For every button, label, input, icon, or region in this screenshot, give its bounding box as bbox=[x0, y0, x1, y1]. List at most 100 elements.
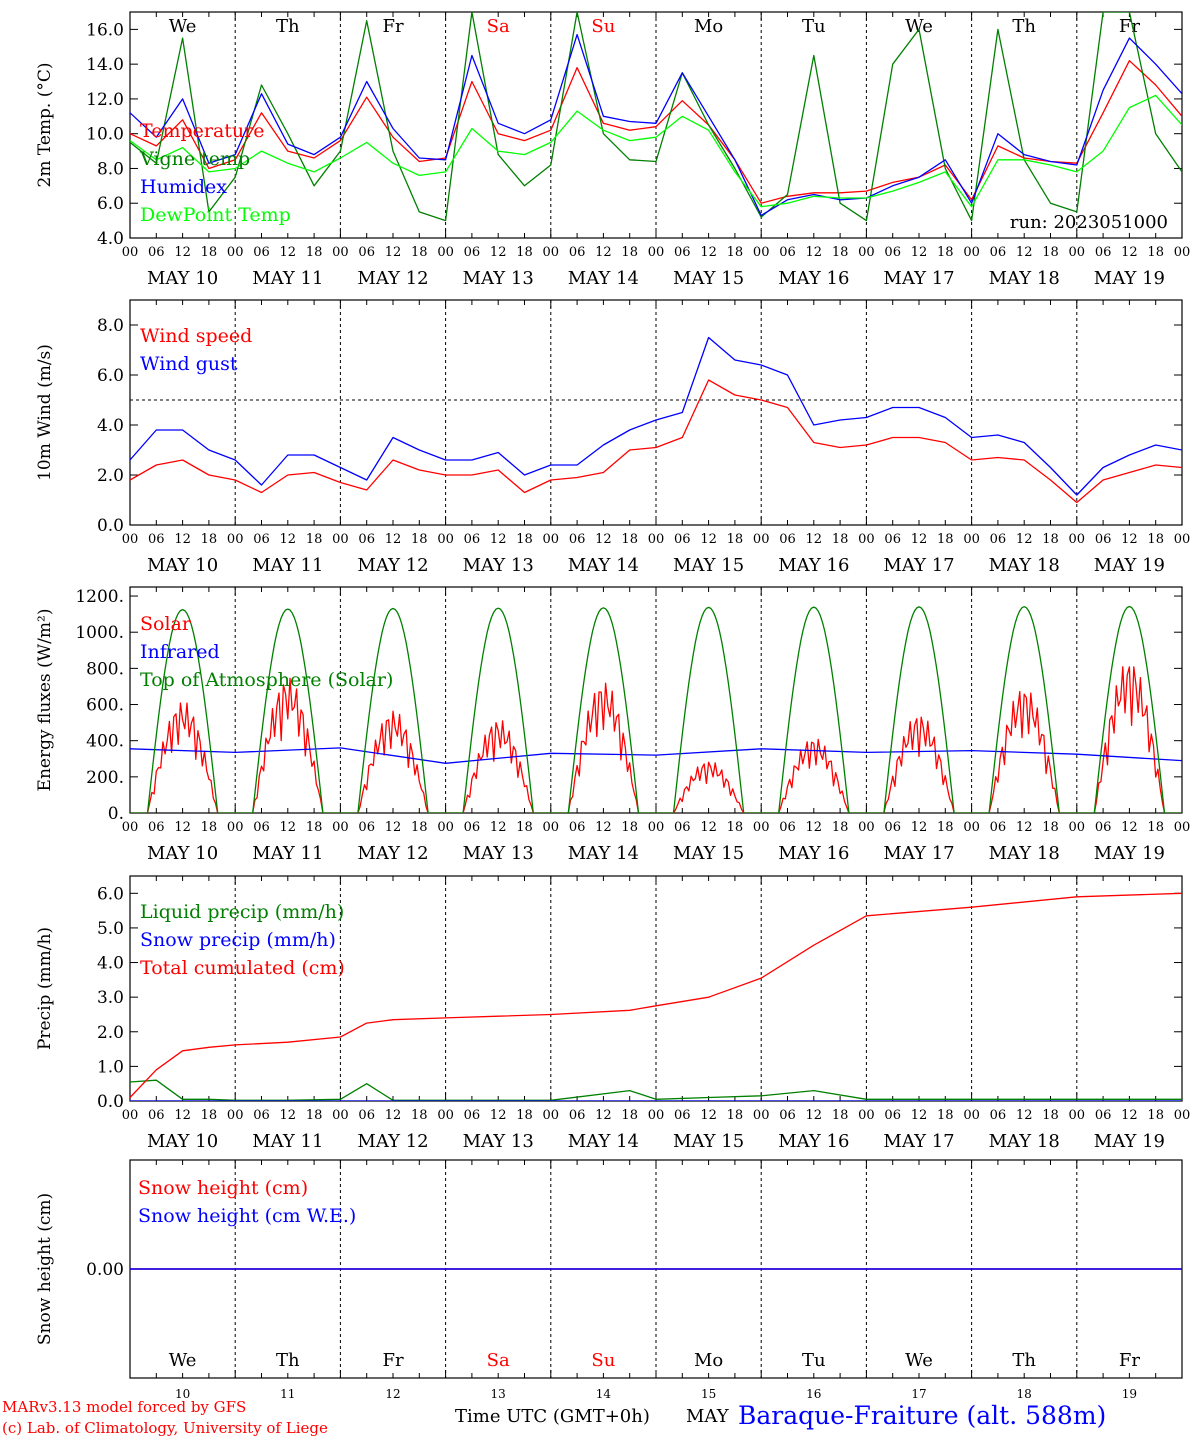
x-hour-label: 18 bbox=[201, 820, 218, 835]
x-hour-label: 06 bbox=[884, 1108, 901, 1123]
x-hour-label: 06 bbox=[358, 820, 375, 835]
x-hour-label: 18 bbox=[516, 532, 533, 547]
series-line bbox=[130, 1079, 1182, 1101]
x-hour-label: 00 bbox=[227, 820, 244, 835]
day-name-label: Th bbox=[276, 1350, 300, 1371]
x-date-label: MAY 10 bbox=[147, 555, 218, 576]
day-name-label: Su bbox=[591, 16, 615, 37]
day-name-label: Sa bbox=[487, 1350, 510, 1371]
footer-time-label: Time UTC (GMT+0h) bbox=[455, 1406, 650, 1427]
series-line bbox=[130, 33, 1182, 217]
y-tick-label: 8.0 bbox=[97, 159, 124, 179]
legend-entry: Wind gust bbox=[140, 353, 238, 375]
day-number-label: 11 bbox=[280, 1387, 295, 1401]
x-hour-label: 00 bbox=[227, 1108, 244, 1123]
series-line bbox=[130, 336, 1182, 496]
series-line bbox=[130, 379, 1182, 504]
x-hour-label: 12 bbox=[490, 1108, 507, 1123]
x-hour-label: 00 bbox=[1174, 820, 1191, 835]
run-label: run: 2023051000 bbox=[1010, 212, 1168, 233]
day-number-label: 16 bbox=[806, 1387, 821, 1401]
x-hour-label: 00 bbox=[648, 820, 665, 835]
x-hour-label: 12 bbox=[385, 820, 402, 835]
x-hour-label: 18 bbox=[621, 1108, 638, 1123]
series-line bbox=[130, 60, 1182, 204]
x-hour-label: 06 bbox=[779, 820, 796, 835]
x-hour-label: 00 bbox=[437, 532, 454, 547]
x-hour-label: 12 bbox=[1121, 1108, 1138, 1123]
legend-entry: Total cumulated (cm) bbox=[140, 957, 345, 979]
x-hour-label: 00 bbox=[332, 532, 349, 547]
y-tick-label: 4.0 bbox=[97, 416, 124, 436]
y-tick-label: 4.0 bbox=[97, 229, 124, 249]
x-date-label: MAY 17 bbox=[883, 1131, 954, 1152]
x-hour-label: 12 bbox=[385, 245, 402, 260]
x-hour-label: 06 bbox=[1095, 245, 1112, 260]
x-date-label: MAY 17 bbox=[883, 268, 954, 289]
series-line bbox=[130, 892, 1182, 1098]
x-hour-label: 12 bbox=[1016, 245, 1033, 260]
x-hour-label: 12 bbox=[806, 1108, 823, 1123]
x-hour-label: 06 bbox=[148, 245, 165, 260]
x-hour-label: 12 bbox=[911, 532, 928, 547]
x-hour-label: 12 bbox=[595, 245, 612, 260]
x-hour-label: 18 bbox=[1042, 245, 1059, 260]
x-hour-label: 18 bbox=[516, 1108, 533, 1123]
x-hour-label: 06 bbox=[674, 1108, 691, 1123]
x-hour-label: 12 bbox=[1121, 532, 1138, 547]
x-date-label: MAY 19 bbox=[1094, 843, 1165, 864]
x-hour-label: 06 bbox=[464, 532, 481, 547]
x-hour-label: 00 bbox=[753, 1108, 770, 1123]
x-hour-label: 18 bbox=[832, 532, 849, 547]
x-date-label: MAY 17 bbox=[883, 555, 954, 576]
x-date-label: MAY 19 bbox=[1094, 268, 1165, 289]
x-hour-label: 00 bbox=[1174, 245, 1191, 260]
day-name-label: Fr bbox=[1119, 16, 1140, 37]
y-tick-label: 0.00 bbox=[86, 1260, 124, 1280]
x-hour-label: 18 bbox=[727, 532, 744, 547]
x-date-label: MAY 11 bbox=[252, 268, 323, 289]
x-hour-label: 00 bbox=[437, 820, 454, 835]
day-name-label: Th bbox=[276, 16, 300, 37]
y-axis-label: Precip (mm/h) bbox=[35, 927, 55, 1050]
x-hour-label: 18 bbox=[937, 1108, 954, 1123]
x-hour-label: 06 bbox=[779, 245, 796, 260]
x-hour-label: 00 bbox=[1174, 1108, 1191, 1123]
x-hour-label: 18 bbox=[1147, 1108, 1164, 1123]
x-hour-label: 12 bbox=[490, 820, 507, 835]
x-hour-label: 12 bbox=[280, 532, 297, 547]
x-hour-label: 00 bbox=[332, 1108, 349, 1123]
x-hour-label: 12 bbox=[174, 532, 191, 547]
day-number-label: 18 bbox=[1017, 1387, 1032, 1401]
x-hour-label: 06 bbox=[569, 245, 586, 260]
y-tick-label: 800. bbox=[86, 659, 124, 679]
y-tick-label: 14.0 bbox=[86, 55, 124, 75]
plot-area bbox=[130, 336, 1182, 504]
x-hour-label: 00 bbox=[963, 1108, 980, 1123]
x-hour-label: 12 bbox=[1016, 820, 1033, 835]
legend-entry: Vigne temp bbox=[139, 148, 250, 170]
x-hour-label: 18 bbox=[516, 245, 533, 260]
y-tick-label: 3.0 bbox=[97, 988, 124, 1008]
x-hour-label: 12 bbox=[911, 1108, 928, 1123]
x-hour-label: 12 bbox=[595, 532, 612, 547]
series-line bbox=[130, 94, 1182, 208]
x-date-label: MAY 15 bbox=[673, 268, 744, 289]
day-name-label: Th bbox=[1012, 16, 1036, 37]
x-date-label: MAY 18 bbox=[989, 843, 1060, 864]
x-hour-label: 12 bbox=[700, 1108, 717, 1123]
y-tick-label: 6.0 bbox=[97, 884, 124, 904]
x-hour-label: 12 bbox=[174, 245, 191, 260]
x-hour-label: 06 bbox=[253, 245, 270, 260]
x-hour-label: 06 bbox=[884, 820, 901, 835]
x-date-label: MAY 12 bbox=[357, 555, 428, 576]
y-axis-label: 2m Temp. (°C) bbox=[35, 62, 55, 187]
x-date-label: MAY 18 bbox=[989, 268, 1060, 289]
x-hour-label: 12 bbox=[490, 532, 507, 547]
x-date-label: MAY 16 bbox=[778, 268, 849, 289]
x-hour-label: 06 bbox=[358, 245, 375, 260]
x-hour-label: 06 bbox=[674, 820, 691, 835]
x-date-label: MAY 10 bbox=[147, 1131, 218, 1152]
x-hour-label: 06 bbox=[1095, 1108, 1112, 1123]
series-line bbox=[130, 666, 1182, 813]
